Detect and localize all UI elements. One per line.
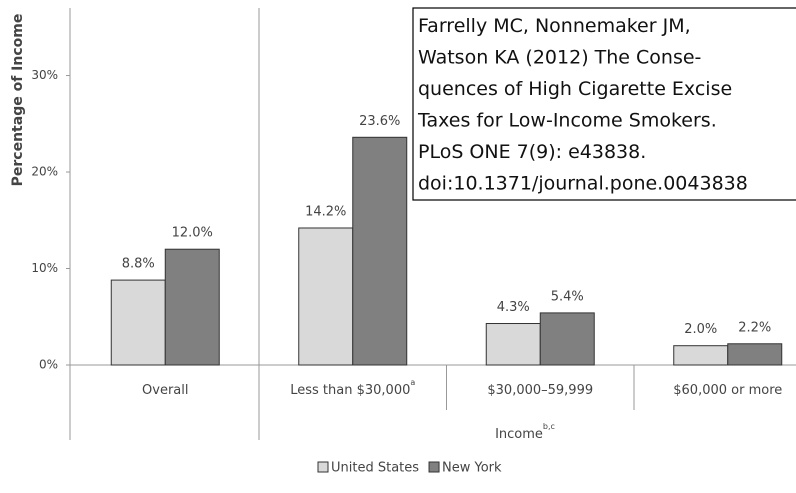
legend-label: United States: [331, 461, 419, 476]
bar: [298, 227, 354, 366]
x-tick-label: Overall: [142, 383, 188, 398]
bar: [352, 136, 408, 366]
x-axis-label-text: Income: [495, 427, 543, 442]
value-label: 5.4%: [551, 289, 584, 304]
value-label: 2.0%: [684, 322, 717, 337]
y-tick-label: 10%: [31, 261, 58, 275]
y-axis-label: Percentage of Income: [10, 14, 26, 187]
x-tick-text: Less than $30,000: [290, 383, 410, 398]
x-tick-text: Overall: [142, 383, 188, 398]
x-tick-label: $60,000 or more: [673, 383, 782, 398]
x-tick-label: Less than $30,000a: [290, 378, 415, 398]
x-tick-text: $30,000–59,999: [487, 383, 593, 398]
bar: [164, 248, 220, 366]
y-tick-label: 30%: [31, 68, 58, 82]
annotation-box: [412, 7, 796, 201]
bar: [673, 345, 729, 366]
annotation-line: Watson KA (2012) The Conse-: [418, 47, 701, 69]
value-label: 4.3%: [497, 300, 530, 315]
y-tick-label: 20%: [31, 165, 58, 179]
legend-label: New York: [442, 461, 502, 476]
annotation-line: Taxes for Low-Income Smokers.: [417, 110, 717, 132]
value-label: 23.6%: [359, 114, 400, 129]
legend-swatch: [317, 461, 329, 473]
bar: [727, 343, 783, 366]
bar: [539, 312, 595, 366]
annotation-line: doi:10.1371/journal.pone.0043838: [418, 173, 748, 195]
y-tick-label: 0%: [39, 358, 58, 372]
bar: [110, 279, 166, 366]
legend-swatch: [428, 461, 440, 473]
value-label: 2.2%: [738, 320, 771, 335]
x-axis-label: Incomeb,c: [495, 422, 555, 442]
annotation-line: Farrelly MC, Nonnemaker JM,: [418, 15, 691, 37]
value-label: 12.0%: [172, 226, 213, 241]
value-label: 8.8%: [122, 257, 155, 272]
annotation-line: PLoS ONE 7(9): e43838.: [418, 141, 646, 163]
x-tick-superscript: a: [410, 378, 415, 387]
x-tick-label: $30,000–59,999: [487, 383, 593, 398]
x-axis-label-superscript: b,c: [543, 422, 555, 431]
annotation-line: quences of High Cigarette Excise: [418, 78, 732, 100]
bar: [485, 323, 541, 366]
x-tick-text: $60,000 or more: [673, 383, 782, 398]
value-label: 14.2%: [305, 204, 346, 219]
